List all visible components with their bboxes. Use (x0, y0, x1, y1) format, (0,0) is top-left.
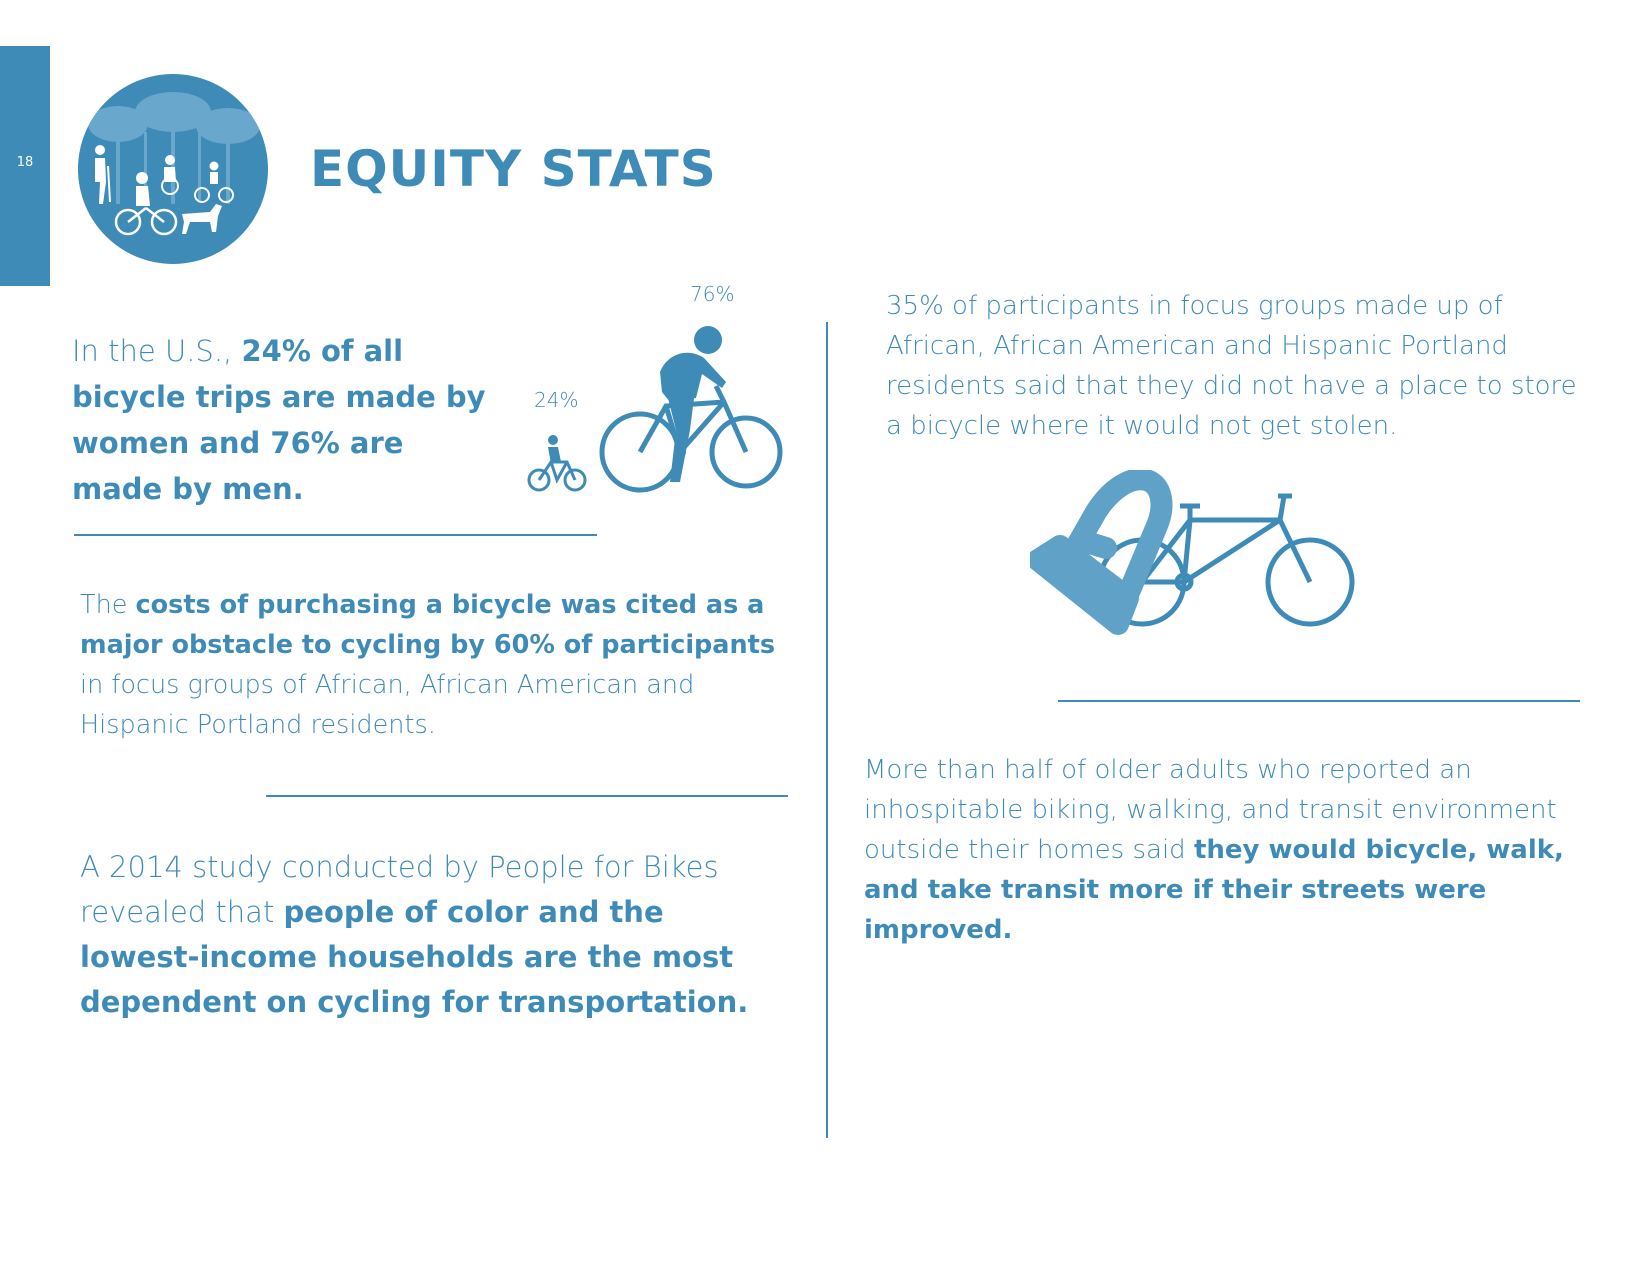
column-divider (826, 322, 828, 1138)
page-title: EQUITY STATS (310, 140, 717, 198)
study-stat-prefix: A 2014 study conducted by People for Bik… (80, 850, 719, 929)
people-cycling-walking-badge-icon (78, 74, 268, 264)
page-number: 18 (16, 155, 34, 170)
u-lock-bicycle-icon (1030, 470, 1355, 635)
divider-3 (1058, 700, 1580, 702)
small-cyclist-icon (527, 435, 587, 492)
divider-2 (266, 795, 788, 797)
page-tab (0, 46, 50, 286)
older-adults-stat: More than half of older adults who repor… (864, 750, 1584, 950)
gender-stat-prefix: In the U.S., (72, 334, 242, 368)
cost-stat-prefix: The (80, 590, 136, 620)
cost-stat: The costs of purchasing a bicycle was ci… (80, 585, 800, 745)
gender-stat: In the U.S., 24% of all bicycle trips ar… (72, 328, 502, 512)
older-adults-stat-bold: they would bicycle, walk, and take trans… (864, 835, 1564, 945)
men-percent-label: 76% (690, 282, 735, 306)
large-cyclist-icon (599, 326, 783, 493)
gender-stat-bold: 24% of all bicycle trips are made by wom… (72, 334, 486, 506)
cost-stat-suffix: in focus groups of African, African Amer… (80, 670, 695, 740)
storage-stat: 35% of participants in focus groups made… (886, 291, 1577, 441)
study-stat-bold: people of color and the lowest-income ho… (80, 895, 749, 1019)
divider-1 (74, 534, 597, 536)
study-stat: A 2014 study conducted by People for Bik… (80, 845, 760, 1025)
women-percent-label: 24% (534, 388, 579, 412)
older-adults-stat-prefix: More than half of older adults who repor… (864, 755, 1557, 865)
cost-stat-bold: costs of purchasing a bicycle was cited … (80, 590, 776, 660)
